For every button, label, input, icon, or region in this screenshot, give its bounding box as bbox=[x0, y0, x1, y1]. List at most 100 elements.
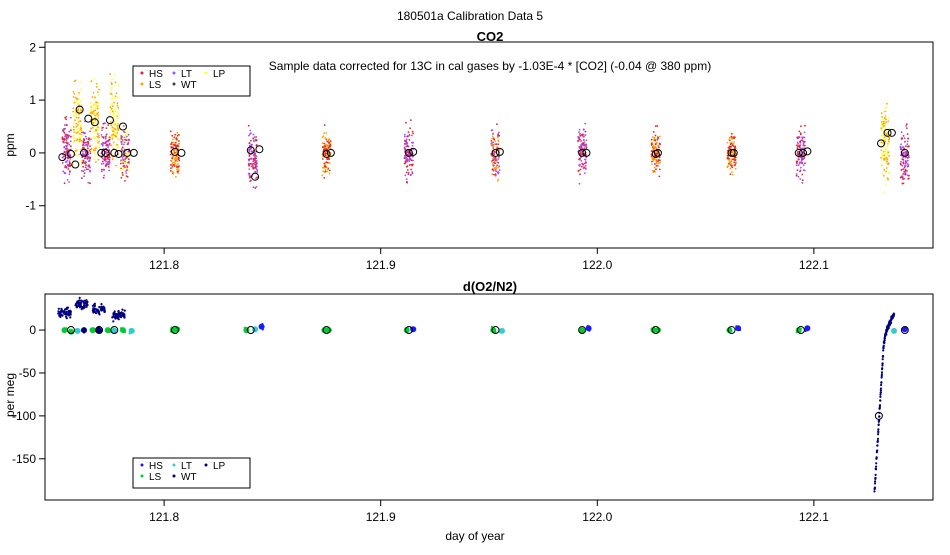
co2-point bbox=[76, 109, 79, 112]
mean-marker bbox=[75, 105, 84, 114]
co2-point bbox=[89, 182, 91, 185]
o2n2-point bbox=[878, 415, 881, 418]
co2-point bbox=[802, 136, 805, 139]
o2n2-point bbox=[879, 399, 882, 402]
co2-point bbox=[95, 101, 97, 104]
co2-point bbox=[92, 110, 95, 112]
co2-point bbox=[112, 114, 115, 117]
co2-point bbox=[68, 143, 71, 146]
co2-point bbox=[96, 140, 99, 142]
co2-point bbox=[907, 145, 909, 148]
co2-point bbox=[65, 160, 68, 163]
co2-point bbox=[578, 138, 581, 141]
o2n2-point bbox=[101, 309, 104, 312]
co2-point bbox=[652, 160, 655, 162]
co2-point bbox=[581, 133, 583, 136]
co2-point bbox=[110, 144, 113, 147]
co2-point bbox=[583, 166, 585, 169]
mean-marker bbox=[66, 149, 75, 158]
co2-point bbox=[174, 158, 176, 161]
o2n2-point bbox=[804, 325, 811, 332]
co2-point bbox=[77, 119, 80, 122]
o2n2-point bbox=[69, 316, 72, 319]
co2-point bbox=[886, 158, 889, 161]
co2-point bbox=[496, 164, 499, 167]
o2n2-point bbox=[82, 301, 86, 304]
co2-point bbox=[885, 157, 888, 159]
co2-point bbox=[97, 158, 100, 161]
co2-point bbox=[119, 162, 122, 165]
co2-point bbox=[729, 162, 732, 165]
co2-point bbox=[96, 135, 99, 138]
co2-point bbox=[905, 162, 907, 165]
co2-point bbox=[175, 164, 178, 167]
co2-point bbox=[888, 155, 891, 157]
co2-point bbox=[250, 165, 253, 168]
co2-point bbox=[324, 137, 327, 139]
o2n2-point bbox=[66, 313, 69, 316]
co2-point bbox=[579, 173, 581, 176]
co2-point bbox=[174, 141, 177, 144]
co2-point bbox=[63, 155, 66, 158]
co2-point bbox=[69, 140, 72, 143]
o2n2-point bbox=[79, 305, 82, 308]
co2-point bbox=[407, 173, 410, 176]
co2-point bbox=[97, 94, 100, 97]
co2-point bbox=[493, 143, 496, 146]
co2-point bbox=[87, 153, 90, 156]
co2-point bbox=[80, 88, 82, 91]
co2-point bbox=[65, 141, 67, 144]
co2-point bbox=[64, 116, 66, 119]
co2-point bbox=[407, 135, 410, 138]
o2n2-point bbox=[114, 316, 117, 319]
co2-point bbox=[174, 144, 177, 147]
co2-point bbox=[492, 133, 494, 136]
co2-point bbox=[581, 165, 583, 168]
co2-point bbox=[907, 165, 909, 168]
co2-point bbox=[121, 143, 123, 146]
co2-point bbox=[405, 159, 408, 162]
co2-point bbox=[411, 163, 414, 166]
co2-point bbox=[496, 123, 498, 126]
mean-marker bbox=[578, 326, 587, 335]
co2-point bbox=[494, 169, 497, 171]
co2-point bbox=[102, 168, 105, 171]
co2-point bbox=[904, 151, 906, 154]
co2-point bbox=[80, 160, 83, 162]
co2-point bbox=[492, 145, 495, 148]
o2n2-legend: HS LT LP LS WT bbox=[132, 457, 251, 489]
co2-point bbox=[92, 112, 94, 115]
co2-point bbox=[90, 108, 93, 111]
co2-point bbox=[404, 161, 407, 164]
co2-point bbox=[65, 145, 67, 147]
co2-point bbox=[329, 140, 332, 143]
co2-point bbox=[248, 134, 250, 137]
co2-point bbox=[497, 143, 500, 146]
co2-point bbox=[169, 153, 172, 156]
co2-point bbox=[732, 136, 735, 139]
co2-point bbox=[328, 141, 330, 144]
co2-point bbox=[127, 133, 130, 136]
co2-point bbox=[104, 137, 107, 140]
co2-point bbox=[90, 148, 93, 150]
co2-point bbox=[169, 130, 172, 133]
co2-point bbox=[109, 135, 112, 138]
mean-marker bbox=[66, 326, 75, 335]
co2-point bbox=[797, 175, 800, 178]
co2-point bbox=[801, 179, 804, 182]
co2-point bbox=[86, 145, 89, 148]
co2-point bbox=[63, 141, 65, 144]
mean-marker bbox=[105, 116, 114, 125]
co2-point bbox=[254, 153, 256, 156]
co2-point bbox=[493, 173, 495, 176]
co2-point bbox=[65, 118, 67, 121]
co2-point bbox=[799, 133, 802, 136]
co2-point bbox=[411, 171, 414, 173]
co2-point bbox=[97, 114, 100, 117]
co2-point bbox=[76, 100, 78, 102]
co2-point bbox=[68, 164, 71, 167]
co2-point bbox=[804, 162, 806, 165]
co2-point bbox=[902, 135, 905, 137]
co2-point bbox=[61, 138, 64, 141]
